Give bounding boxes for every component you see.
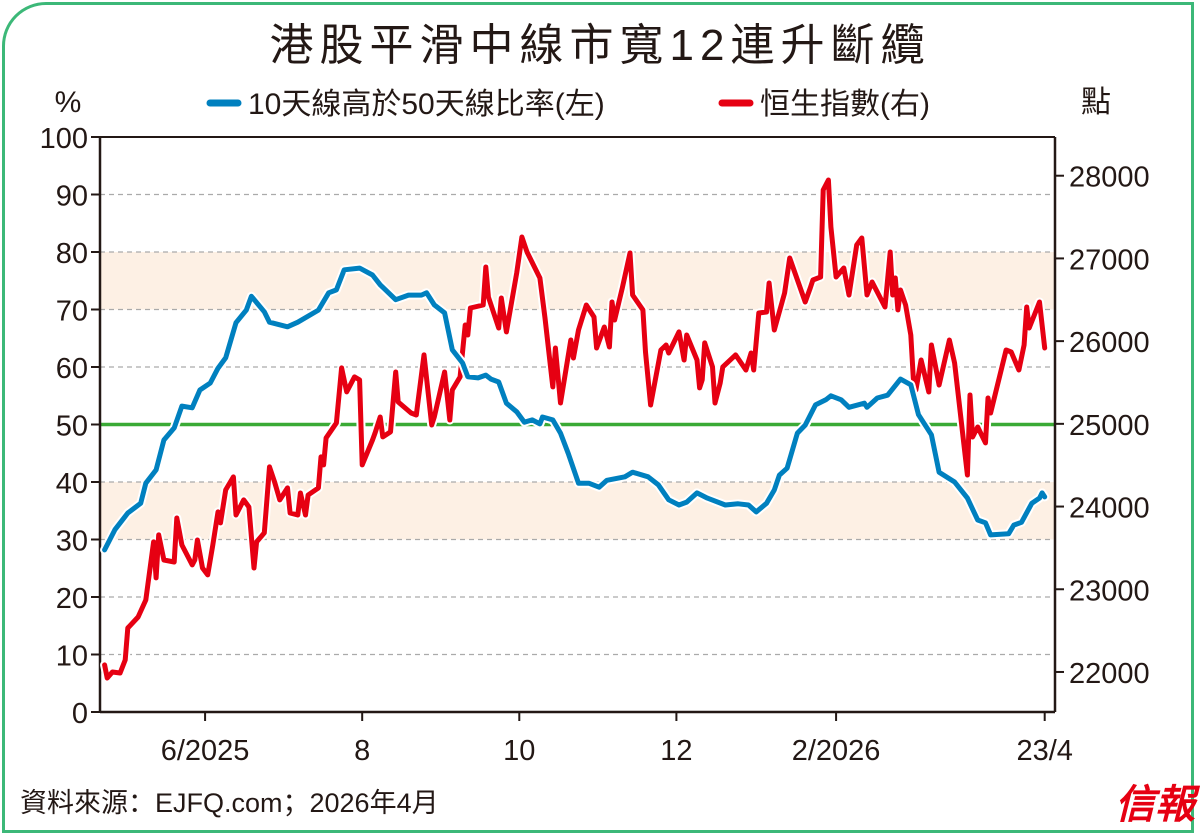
- shaded-band: [100, 482, 1055, 540]
- series-line-hsi: [102, 177, 1048, 681]
- x-tick-label: 2/2026: [792, 735, 881, 767]
- left-tick-label: 0: [72, 698, 88, 730]
- left-tick-label: 90: [56, 181, 88, 213]
- legend-label-hsi: 恒生指數(右): [760, 88, 930, 121]
- x-tick-label: 12: [660, 735, 692, 767]
- chart-title: 港股平滑中線市寬12連升斷纜: [270, 21, 931, 70]
- source-note: 資料來源：EJFQ.com；2026年4月: [20, 788, 439, 818]
- right-tick-label: 28000: [1069, 162, 1150, 194]
- left-tick-label: 60: [56, 353, 88, 385]
- x-tick-label: 23/4: [1016, 735, 1072, 767]
- left-tick-label: 100: [40, 123, 88, 155]
- right-tick-label: 23000: [1069, 575, 1150, 607]
- right-axis-unit: 點: [1081, 86, 1111, 119]
- left-tick-label: 50: [56, 411, 88, 443]
- left-tick-label: 20: [56, 583, 88, 615]
- left-axis-unit: %: [55, 86, 82, 119]
- left-tick-label: 30: [56, 526, 88, 558]
- x-tick-label: 10: [503, 735, 535, 767]
- x-tick-label: 8: [354, 735, 370, 767]
- left-tick-label: 40: [56, 468, 88, 500]
- left-tick-label: 70: [56, 296, 88, 328]
- series-line-breadth: [102, 265, 1048, 553]
- left-tick-label: 80: [56, 238, 88, 270]
- x-tick-label: 6/2025: [161, 735, 250, 767]
- right-tick-label: 24000: [1069, 493, 1150, 525]
- publisher-logo: 信報: [1115, 781, 1200, 828]
- left-tick-label: 10: [56, 641, 88, 673]
- right-tick-label: 25000: [1069, 410, 1150, 442]
- right-tick-label: 27000: [1069, 244, 1150, 276]
- shaded-band: [100, 252, 1055, 310]
- right-tick-label: 22000: [1069, 658, 1150, 690]
- right-tick-label: 26000: [1069, 327, 1150, 359]
- legend-label-breadth: 10天線高於50天線比率(左): [248, 88, 605, 121]
